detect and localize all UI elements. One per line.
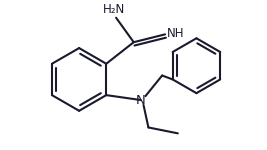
Text: NH: NH <box>167 27 184 40</box>
Text: N: N <box>136 93 146 106</box>
Text: H₂N: H₂N <box>103 3 125 16</box>
